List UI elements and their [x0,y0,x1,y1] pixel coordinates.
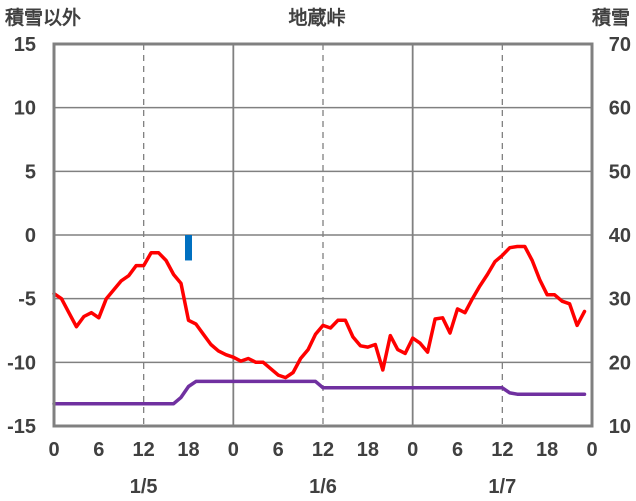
left-tick-label: 5 [25,161,36,183]
line-series [52,244,587,406]
x-tick-label: 18 [536,439,558,461]
x-tick-label: 0 [48,439,59,461]
right-tick-label: 60 [609,98,631,120]
left-tick-label: 15 [14,34,36,56]
x-tick-label: 6 [452,439,463,461]
left-tick-label: 10 [14,98,36,120]
x-tick-label: 12 [491,439,513,461]
date-labels: 1/5 1/6 1/7 [130,476,516,498]
right-axis-ticks: 70 60 50 40 30 20 10 [609,34,631,438]
x-axis-ticks: 0 6 12 18 0 6 12 18 0 6 12 18 0 [48,439,597,461]
left-axis-label: 積雪以外 [5,6,81,29]
right-tick-label: 30 [609,289,631,311]
date-label: 1/5 [130,476,158,498]
left-tick-label: -10 [7,352,36,374]
left-axis-ticks: 15 10 5 0 -5 -10 -15 [7,34,36,438]
right-tick-label: 10 [609,416,631,438]
date-label: 1/7 [488,476,516,498]
temperature-line [52,244,587,380]
left-tick-label: -5 [18,289,36,311]
plot-frame [52,42,594,428]
x-tick-label: 18 [357,439,379,461]
snow-depth-line [52,379,587,406]
left-tick-label: 0 [25,225,36,247]
x-tick-label: 6 [273,439,284,461]
right-tick-label: 20 [609,352,631,374]
right-tick-label: 50 [609,161,631,183]
right-tick-label: 70 [609,34,631,56]
left-tick-label: -15 [7,416,36,438]
x-tick-label: 18 [177,439,199,461]
x-tick-label: 0 [228,439,239,461]
chart-title: 地蔵峠 [288,6,345,29]
precipitation-series [185,235,192,261]
x-tick-label: 0 [407,439,418,461]
right-axis-label: 積雪 [592,6,630,29]
date-label: 1/6 [309,476,337,498]
x-tick-label: 12 [133,439,155,461]
x-tick-label: 0 [586,439,597,461]
right-tick-label: 40 [609,225,631,247]
grid-lines [54,44,592,426]
x-tick-label: 6 [93,439,104,461]
x-tick-label: 12 [312,439,334,461]
precipitation-bar [185,235,192,261]
